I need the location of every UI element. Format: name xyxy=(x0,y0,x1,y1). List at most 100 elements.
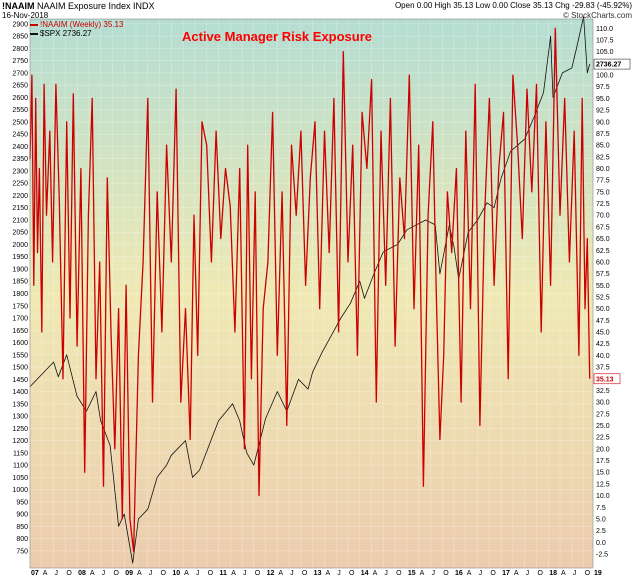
left-tick-label: 2000 xyxy=(12,242,28,249)
right-tick-label: 67.5 xyxy=(596,224,610,231)
right-tick-label: 32.5 xyxy=(596,388,610,395)
left-tick-label: 2500 xyxy=(12,119,28,126)
left-tick-label: 2250 xyxy=(12,181,28,188)
legend-swatch-spx xyxy=(30,32,38,35)
x-tick-label: 19 xyxy=(594,570,602,576)
left-tick-label: 1350 xyxy=(12,401,28,408)
left-tick-label: 2600 xyxy=(12,95,28,102)
right-tick-label: 37.5 xyxy=(596,365,610,372)
x-axis: 07 A J O 08 A J O 09 A J O 10 A J O 11 A J O 12 A J O 13 A J O 14 A J O… xyxy=(31,570,602,577)
left-tick-label: 1650 xyxy=(12,328,28,335)
left-tick-label: 2100 xyxy=(12,217,28,224)
right-tick-label: 97.5 xyxy=(596,84,610,91)
left-tick-label: 1600 xyxy=(12,340,28,347)
left-tick-label: 2850 xyxy=(12,34,28,41)
legend-label-spx: $SPX 2736.27 xyxy=(40,29,92,38)
right-tick-label: 72.5 xyxy=(596,201,610,208)
right-tick-label: 20.0 xyxy=(596,446,610,453)
x-tick-label: 07 xyxy=(31,570,39,576)
left-tick-label: 2550 xyxy=(12,107,28,114)
left-tick-label: 2450 xyxy=(12,132,28,139)
right-tick-label: 45.0 xyxy=(596,330,610,337)
x-tick-label: J xyxy=(573,570,577,576)
right-tick-label: 55.0 xyxy=(596,283,610,290)
x-tick-label: A xyxy=(373,570,378,576)
x-tick-label: A xyxy=(231,570,236,576)
x-tick-label: J xyxy=(102,570,106,576)
left-tick-label: 1500 xyxy=(12,365,28,372)
right-tick-label: 70.0 xyxy=(596,213,610,220)
right-tick-label: 15.0 xyxy=(596,470,610,477)
left-tick-label: 1400 xyxy=(12,389,28,396)
right-tick-label: 77.5 xyxy=(596,178,610,185)
right-tick-label: -2.5 xyxy=(596,551,608,558)
x-tick-label: J xyxy=(526,570,530,576)
left-tick-label: 1000 xyxy=(12,487,28,494)
right-tick-label: 80.0 xyxy=(596,166,610,173)
right-tick-label: 7.5 xyxy=(596,505,606,512)
right-tick-label: 42.5 xyxy=(596,341,610,348)
right-tick-label: 52.5 xyxy=(596,295,610,302)
left-tick-label: 1700 xyxy=(12,316,28,323)
x-tick-label: 14 xyxy=(361,570,369,576)
right-tick-label: 27.5 xyxy=(596,411,610,418)
left-tick-label: 2350 xyxy=(12,156,28,163)
plot-frame xyxy=(29,18,594,569)
right-tick-label: 95.0 xyxy=(596,96,610,103)
right-tick-label: 40.0 xyxy=(596,353,610,360)
x-tick-label: 16 xyxy=(455,570,463,576)
x-tick-label: 09 xyxy=(125,570,133,576)
symbol-description: NAAIM Exposure Index INDX xyxy=(37,1,155,11)
series-line-naaim xyxy=(29,27,591,553)
right-tick-label: 107.5 xyxy=(596,38,614,45)
x-tick-label: O xyxy=(349,570,355,576)
right-tick-label: 85.0 xyxy=(596,143,610,150)
date-label: 16-Nov-2018 xyxy=(2,11,49,20)
x-tick-label: O xyxy=(255,570,261,576)
right-tick-label: 25.0 xyxy=(596,423,610,430)
x-tick-label: A xyxy=(278,570,283,576)
symbol-title: !NAAIM NAAIM Exposure Index INDX xyxy=(2,1,155,11)
left-tick-label: 1750 xyxy=(12,303,28,310)
left-tick-label: 1050 xyxy=(12,475,28,482)
x-tick-label: A xyxy=(137,570,142,576)
last-value-tags: 2736.27 35.13 xyxy=(593,58,631,385)
x-tick-label: J xyxy=(55,570,59,576)
tag-label-naaim: 35.13 xyxy=(596,376,614,383)
tag-box-naaim xyxy=(593,373,621,385)
left-tick-label: 2700 xyxy=(12,70,28,77)
left-tick-label: 850 xyxy=(16,524,28,531)
legend-swatch-naaim xyxy=(30,23,38,26)
x-tick-label: 13 xyxy=(314,570,322,576)
x-tick-label: A xyxy=(184,570,189,576)
right-tick-label: 22.5 xyxy=(596,435,610,442)
right-tick-label: 17.5 xyxy=(596,458,610,465)
x-tick-label: J xyxy=(431,570,435,576)
x-tick-label: O xyxy=(585,570,591,576)
right-tick-label: 0.0 xyxy=(596,540,606,547)
right-axis: -2.5 0.0 2.5 5.0 7.5 10.0 12.5 15.0 17.5 20.0 22.5… xyxy=(596,26,614,559)
left-tick-label: 2750 xyxy=(12,58,28,65)
right-tick-label: 90.0 xyxy=(596,119,610,126)
x-tick-label: A xyxy=(90,570,95,576)
left-tick-label: 1300 xyxy=(12,414,28,421)
right-tick-label: 105.0 xyxy=(596,49,614,56)
x-tick-label: 12 xyxy=(267,570,275,576)
right-tick-label: 2.5 xyxy=(596,528,606,535)
legend-spx: $SPX 2736.27 xyxy=(30,29,92,38)
right-tick-label: 47.5 xyxy=(596,318,610,325)
left-tick-label: 1950 xyxy=(12,254,28,261)
left-tick-label: 750 xyxy=(16,548,28,555)
x-tick-label: O xyxy=(396,570,402,576)
right-tick-label: 62.5 xyxy=(596,248,610,255)
right-tick-label: 75.0 xyxy=(596,189,610,196)
x-tick-label: A xyxy=(420,570,425,576)
right-tick-label: 110.0 xyxy=(596,26,613,33)
right-tick-label: 92.5 xyxy=(596,108,610,115)
right-tick-label: 5.0 xyxy=(596,516,606,523)
x-tick-label: J xyxy=(337,570,341,576)
right-tick-label: 60.0 xyxy=(596,259,610,266)
left-tick-label: 1250 xyxy=(12,426,28,433)
x-tick-label: J xyxy=(479,570,483,576)
left-tick-label: 1850 xyxy=(12,279,28,286)
